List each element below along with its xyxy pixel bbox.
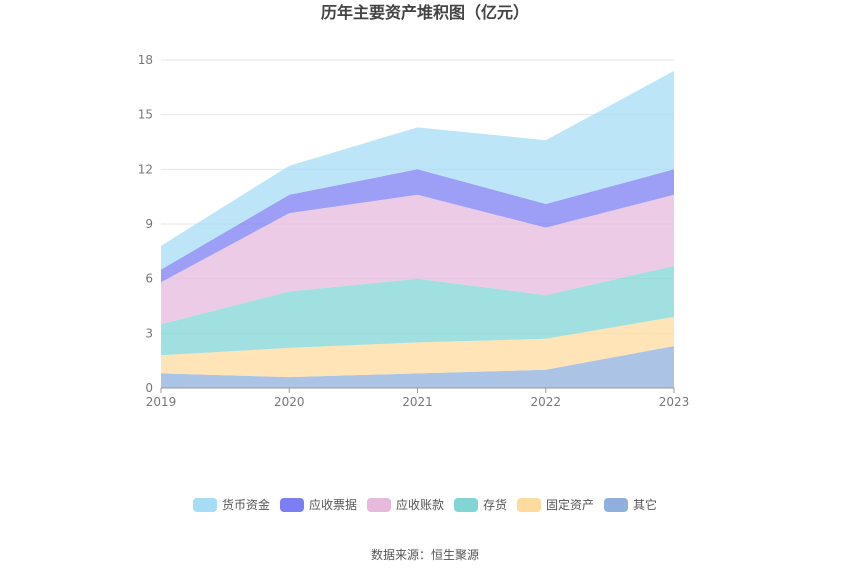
y-tick-label: 6: [145, 272, 153, 286]
legend-label: 货币资金: [221, 498, 270, 512]
legend-item[interactable]: 其它: [604, 496, 657, 513]
x-tick-label: 2020: [274, 395, 305, 409]
data-source-label: 数据来源：恒生聚源: [370, 548, 479, 562]
legend-swatch: [517, 497, 542, 512]
area-series-3: [161, 194, 674, 325]
area-series-0: [161, 346, 674, 388]
legend-label: 应收票据: [308, 498, 357, 512]
legend-label: 其它: [633, 498, 658, 512]
y-tick-label: 15: [138, 108, 153, 122]
area-series-1: [161, 316, 674, 378]
y-tick-label: 18: [138, 53, 153, 67]
legend-swatch: [604, 497, 629, 512]
chart-title: 历年主要资产堆积图（亿元）: [320, 3, 529, 22]
chart-legend: 货币资金 应收票据 应收账款 存货 固定资产 其它: [0, 496, 850, 513]
legend-swatch: [192, 497, 217, 512]
legend-label: 固定资产: [546, 498, 595, 512]
legend-swatch: [279, 497, 304, 512]
area-series-5: [161, 70, 674, 270]
y-tick-label: 0: [145, 381, 153, 395]
y-tick-label: 12: [138, 162, 153, 176]
x-tick-label: 2023: [659, 395, 690, 409]
area-series-4: [161, 169, 674, 283]
y-tick-label: 9: [145, 217, 153, 231]
x-tick-label: 2019: [146, 395, 177, 409]
legend-label: 应收账款: [395, 498, 444, 512]
legend-label: 存货: [483, 498, 508, 512]
area-series-2: [161, 265, 674, 356]
legend-item[interactable]: 固定资产: [517, 496, 594, 513]
legend-item[interactable]: 应收票据: [279, 496, 357, 513]
x-tick-label: 2021: [402, 395, 433, 409]
legend-item[interactable]: 存货: [454, 496, 507, 513]
y-tick-label: 3: [145, 326, 153, 340]
legend-item[interactable]: 货币资金: [192, 496, 270, 513]
legend-swatch: [454, 497, 478, 512]
legend-item[interactable]: 应收账款: [366, 496, 444, 513]
legend-swatch: [366, 497, 391, 512]
x-tick-label: 2022: [530, 395, 561, 409]
